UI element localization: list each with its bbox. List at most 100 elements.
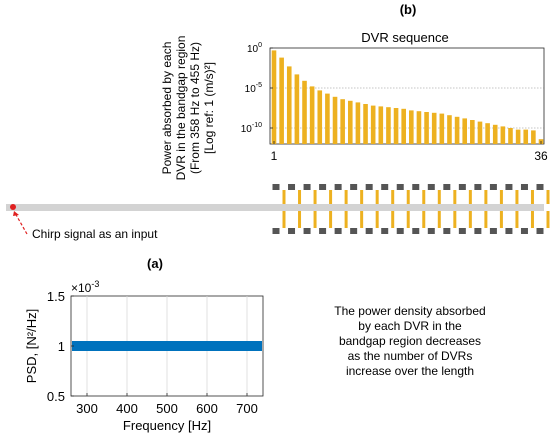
dvr-top-spring — [391, 190, 395, 204]
dvr-bottom-spring — [484, 211, 488, 228]
dvr-bottom-mass — [319, 228, 327, 234]
dvr-top-spring — [282, 190, 286, 204]
dvr-unit — [381, 184, 395, 234]
dvr-bottom-mass — [272, 228, 280, 234]
dvr-bottom-spring — [282, 211, 286, 228]
panel-b-bar — [363, 104, 368, 144]
dvr-top-spring — [499, 190, 503, 204]
dvr-bottom-mass — [350, 228, 358, 234]
dvr-top-spring — [298, 190, 302, 204]
description-line: increase over the length — [346, 364, 474, 378]
panel-b-bar — [294, 74, 300, 144]
panel-b-bar — [454, 116, 460, 144]
dvr-bottom-mass — [443, 228, 451, 234]
dvr-top-mass — [443, 184, 451, 190]
dvr-top-spring — [313, 190, 317, 204]
dvr-top-spring — [375, 190, 379, 204]
panel-a-y-tick-label: 1 — [58, 339, 65, 354]
tick-base: 10 — [245, 84, 257, 95]
dvr-unit — [303, 184, 317, 234]
input-arrow-icon — [14, 212, 28, 235]
panel-b-bars — [271, 50, 544, 144]
panel-a-xlabel: Frequency [Hz] — [123, 418, 211, 433]
panel-b-bar — [309, 86, 315, 144]
dvr-bottom-mass — [381, 228, 389, 234]
input-arrowhead-icon — [13, 211, 19, 216]
dvr-bottom-mass — [505, 228, 513, 234]
dvr-bottom-mass — [489, 228, 497, 234]
panel-a-y-ticks: 1.5 1 0.5 — [47, 289, 74, 404]
dvr-bottom-mass — [365, 228, 373, 234]
panel-b-x-tick-label: 1 — [271, 149, 278, 163]
dvr-unit — [365, 184, 379, 234]
panel-b-ylabel-line: (From 358 Hz to 455 Hz) — [188, 42, 202, 174]
dvr-unit — [427, 184, 441, 234]
dvr-top-spring — [360, 190, 364, 204]
dvr-top-spring — [422, 190, 426, 204]
panel-b-bar — [325, 93, 330, 144]
beam — [6, 204, 544, 211]
dvr-unit — [396, 184, 410, 234]
dvr-bottom-mass — [458, 228, 466, 234]
panel-b-label: (b) — [400, 2, 417, 17]
panel-a-x-tick-label: 500 — [156, 401, 178, 416]
dvr-bottom-mass — [474, 228, 482, 234]
panel-b-bar — [439, 113, 445, 144]
panel-b-bar — [378, 106, 384, 144]
dvr-top-mass — [288, 184, 296, 190]
dvr-bottom-mass — [520, 228, 528, 234]
tick-base: 10 — [241, 124, 253, 135]
panel-b-bar — [279, 57, 284, 144]
input-label: Chirp signal as an input — [32, 227, 158, 241]
dvr-bottom-mass — [427, 228, 435, 234]
panel-b-bar — [470, 120, 475, 144]
panel-a-label: (a) — [147, 256, 163, 271]
panel-b-bar — [500, 126, 506, 144]
panel-b-bar — [393, 108, 399, 144]
dvr-bottom-spring — [375, 211, 379, 228]
dvr-unit — [319, 184, 333, 234]
panel-b-bar — [332, 96, 338, 144]
panel-b-bar — [355, 102, 361, 144]
dvr-sequence — [272, 184, 550, 234]
dvr-bottom-spring — [298, 211, 302, 228]
dvr-bottom-spring — [437, 211, 441, 228]
dvr-unit — [272, 184, 286, 234]
description-line: as the number of DVRs — [348, 349, 473, 363]
panel-b-bar — [347, 100, 353, 144]
panel-b-y-tick-label: 10-10 — [241, 122, 262, 135]
dvr-bottom-spring — [515, 211, 519, 228]
description-line: bandgap region decreases — [339, 334, 481, 348]
panel-a-multiplier-base: ×10 — [71, 281, 92, 295]
panel-b-bar — [409, 110, 414, 144]
dvr-top-spring — [329, 190, 333, 204]
dvr-bottom-spring — [406, 211, 410, 228]
panel-a-y-tick-label: 0.5 — [47, 389, 65, 404]
dvr-bottom-spring — [499, 211, 503, 228]
dvr-top-mass — [520, 184, 528, 190]
dvr-top-mass — [412, 184, 420, 190]
panel-b-gridlines — [270, 87, 544, 129]
dvr-bottom-mass — [536, 228, 544, 234]
dvr-bottom-spring — [453, 211, 457, 228]
dvr-unit — [350, 184, 364, 234]
dvr-top-spring — [530, 190, 534, 204]
panel-b-bar — [370, 105, 376, 144]
dvr-bottom-mass — [412, 228, 420, 234]
panel-b-bar — [492, 124, 498, 144]
panel-b-bar — [401, 108, 406, 144]
panel-b-bar — [386, 107, 391, 144]
dvr-bottom-mass — [334, 228, 342, 234]
dvr-top-mass — [350, 184, 358, 190]
dvr-top-spring — [437, 190, 441, 204]
panel-b-x-tick-label: 36 — [534, 149, 548, 163]
panel-b-bar — [531, 130, 536, 144]
dvr-unit — [443, 184, 457, 234]
panel-b-bar — [515, 129, 521, 144]
dvr-top-mass — [334, 184, 342, 190]
dvr-unit — [489, 184, 503, 234]
panel-b-bar — [416, 111, 422, 144]
panel-b-bar — [317, 90, 323, 144]
